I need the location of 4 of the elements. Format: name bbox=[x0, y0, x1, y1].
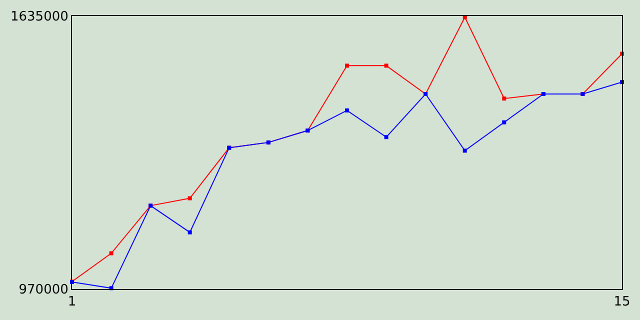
y-tick-label: 1635000 bbox=[10, 10, 68, 25]
y-tick-label: 970000 bbox=[18, 282, 68, 298]
x-tick-label: 15 bbox=[614, 294, 630, 310]
x-tick-label: 1 bbox=[68, 294, 76, 310]
